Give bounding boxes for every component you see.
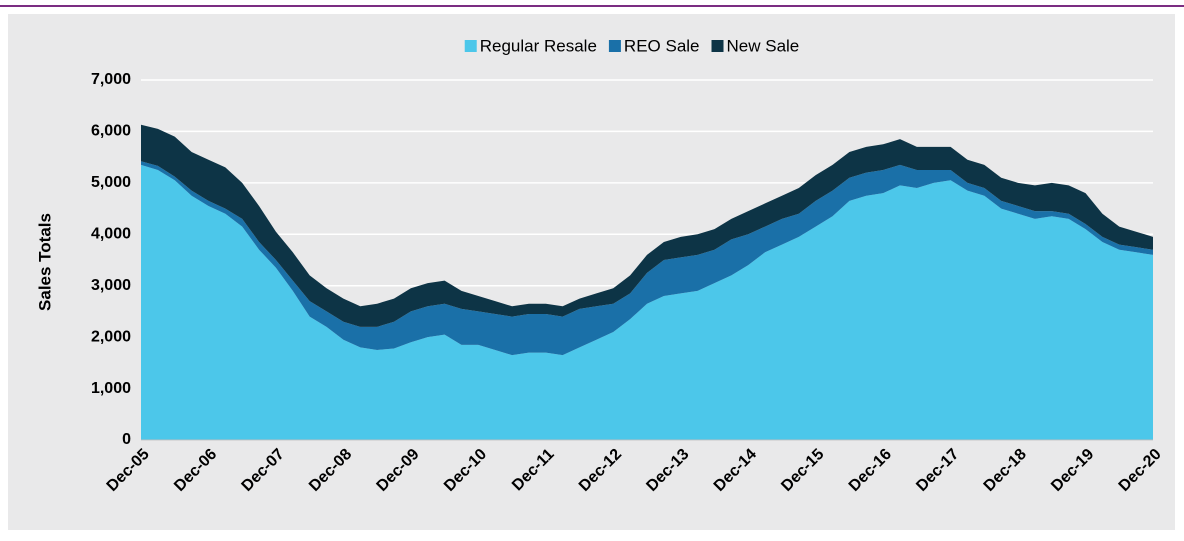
y-tick-label: 7,000 <box>91 71 131 88</box>
legend-label: REO Sale <box>624 36 700 55</box>
area <box>141 164 1153 440</box>
y-axis-title: Sales Totals <box>35 213 54 311</box>
legend-label: New Sale <box>727 36 800 55</box>
legend: Regular Resale REO Sale New Sale <box>464 36 800 55</box>
legend-swatch <box>464 40 477 52</box>
legend-swatch <box>608 40 621 52</box>
legend-label: Regular Resale <box>480 36 597 55</box>
y-tick-label: 2,000 <box>91 328 131 345</box>
y-tick-label: 1,000 <box>91 380 131 397</box>
y-tick-label: 3,000 <box>91 277 131 294</box>
y-tick-label: 5,000 <box>91 174 131 191</box>
y-tick-label: 6,000 <box>91 123 131 140</box>
y-tick-label: 4,000 <box>91 226 131 243</box>
y-tick-label: 0 <box>122 431 131 448</box>
legend-swatch <box>711 40 724 52</box>
